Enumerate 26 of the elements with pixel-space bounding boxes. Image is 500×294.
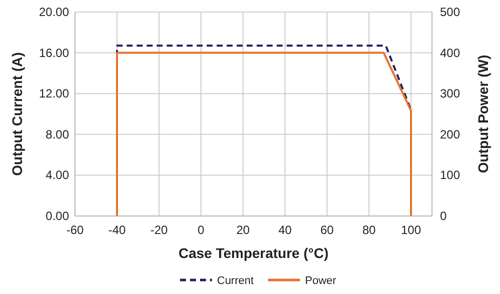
- x-tick-label: -20: [150, 223, 168, 237]
- y-tick-label: 16.00: [38, 46, 70, 60]
- x-tick-label: 20: [236, 223, 250, 237]
- y2-tick-label: 300: [440, 86, 460, 101]
- y-tick-label: 12.00: [38, 86, 70, 101]
- y-tick-label: 20.00: [38, 5, 70, 19]
- x-tick-label: 100: [400, 223, 422, 237]
- x-tick-label: 80: [362, 223, 376, 237]
- y-tick-label: 8.00: [46, 127, 70, 142]
- legend-label: Current: [217, 275, 254, 287]
- y2-tick-label: 200: [440, 127, 460, 142]
- y2-tick-label: 400: [440, 46, 460, 60]
- x-tick-label: -40: [108, 223, 126, 237]
- x-tick-label: 40: [278, 223, 292, 237]
- x-tick-label: -60: [66, 223, 84, 237]
- y-tick-label: 4.00: [46, 168, 70, 182]
- y2-axis-title: Output Power (W): [475, 54, 491, 174]
- y-axis-title: Output Current (A): [9, 52, 25, 176]
- y2-tick-label: 100: [440, 168, 460, 182]
- x-tick-label: 60: [320, 223, 334, 237]
- y-tick-label: 0.00: [46, 209, 70, 223]
- x-axis-title: Case Temperature (°C): [178, 245, 329, 261]
- legend-label: Power: [305, 275, 337, 287]
- y2-tick-label: 0: [440, 209, 447, 223]
- y2-tick-label: 500: [440, 5, 460, 19]
- x-tick-label: 0: [198, 223, 205, 237]
